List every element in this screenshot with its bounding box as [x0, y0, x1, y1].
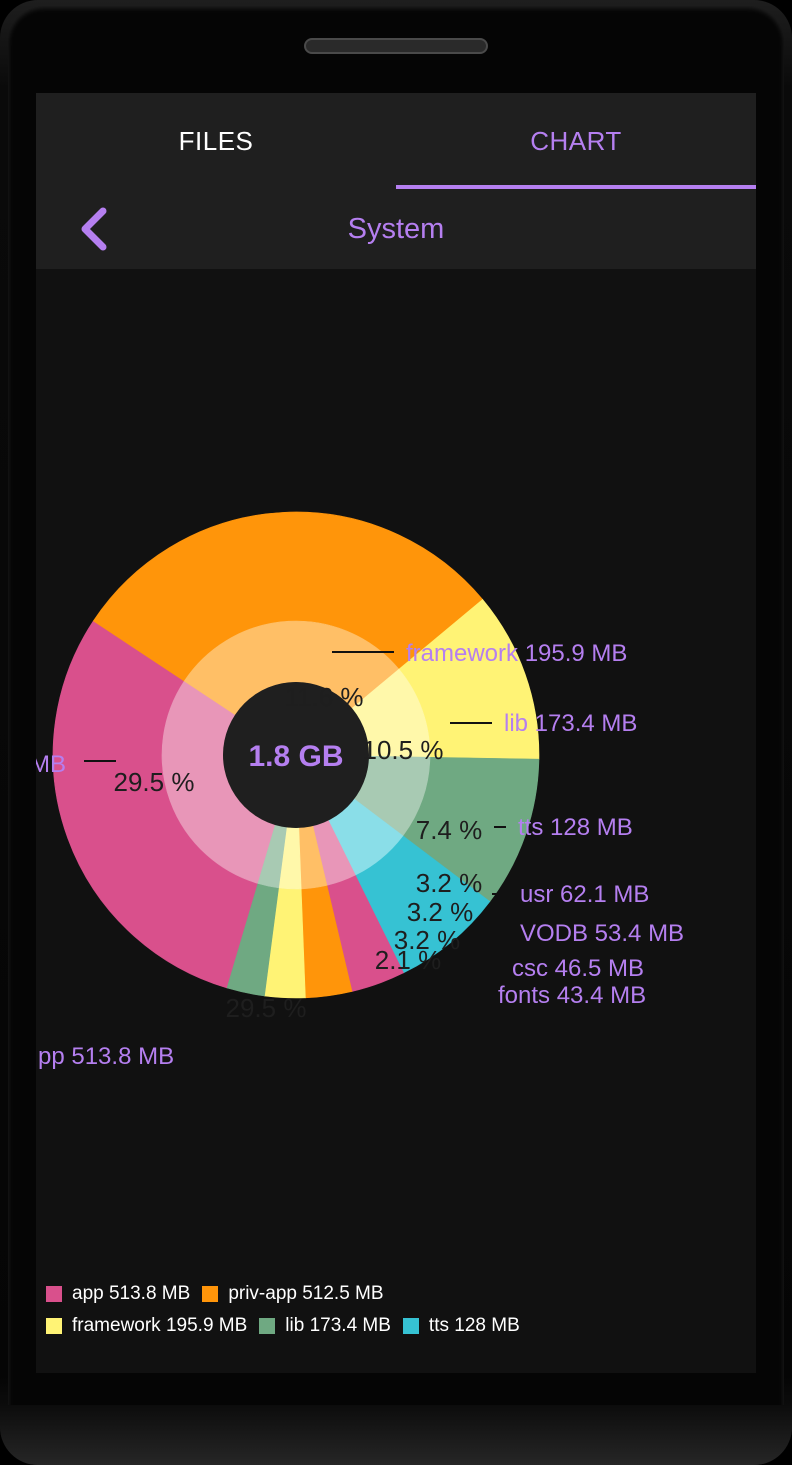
pie-percent-label: 7.4 % [416, 815, 483, 845]
pie-center-total: 1.8 GB [248, 740, 343, 773]
legend-swatch [259, 1318, 276, 1334]
legend-label: framework 195.9 MB [72, 1315, 248, 1336]
tab-files[interactable]: FILES [178, 125, 254, 156]
pie-percent-label: 3.2 % [416, 868, 483, 898]
legend-item-priv-app: priv-app 512.5 MB [202, 1283, 384, 1305]
tab-bar: FILES CHART [36, 93, 756, 189]
legend-item-app: app 513.8 MB [46, 1283, 190, 1305]
pie-center-hole [223, 682, 369, 828]
pie-percent-label: 29.5 % [114, 767, 195, 797]
pie-slice-label: lib 173.4 MB [504, 710, 637, 737]
pie-slice-label: usr 62.1 MB [520, 881, 649, 908]
app-screen: FILES CHART System 1.8 GB 29.5 % pp 513.8 … [36, 93, 756, 1373]
legend-label: tts 128 MB [428, 1315, 520, 1336]
legend-label: lib 173.4 MB [285, 1315, 391, 1336]
speaker-grille [304, 38, 488, 54]
pie-slice-label: pp 513.8 MB [38, 1043, 174, 1070]
pie-slice-label: MB [36, 751, 66, 778]
pie-slice-label: VODB 53.4 MB [520, 920, 684, 947]
legend-swatch [46, 1318, 62, 1334]
legend-row: framework 195.9 MB lib 173.4 MB tts 128 … [46, 1310, 746, 1342]
pie-slice-label: fonts 43.4 MB [498, 982, 646, 1009]
chart-legend: app 513.8 MB priv-app 512.5 MB framework… [46, 1278, 746, 1342]
legend-swatch [46, 1286, 62, 1302]
pie-percent-label: 10.5 % [363, 735, 444, 765]
pie-percent-label: 3.2 % [394, 925, 461, 955]
phone-chin [0, 1405, 792, 1465]
legend-row: app 513.8 MB priv-app 512.5 MB [46, 1278, 746, 1310]
pie-percent-label: 11.6 % [284, 682, 363, 712]
pie-slice-label: csc 46.5 MB [512, 955, 644, 982]
folder-title: System [347, 213, 445, 245]
legend-swatch [402, 1318, 419, 1334]
legend-label: app 513.8 MB [72, 1283, 191, 1304]
pie-percent-label: 2.1 % [375, 945, 442, 975]
tab-indicator [396, 185, 756, 189]
chevron-left-icon [81, 207, 107, 251]
storage-pie-chart: 1.8 GB 29.5 % pp 513.8 MB 29.5 % MB 11.6 % fra… [36, 511, 684, 1070]
pie-slice-label: framework 195.9 MB [406, 640, 627, 667]
back-button[interactable] [72, 201, 116, 257]
pie-slice-label: tts 128 MB [518, 814, 633, 841]
legend-item-framework: framework 195.9 MB [46, 1315, 247, 1337]
tab-chart[interactable]: CHART [530, 125, 622, 156]
legend-swatch [202, 1286, 219, 1302]
pie-percent-label: 3.2 % [407, 897, 474, 927]
pie-percent-label: 29.5 % [226, 993, 307, 1023]
folder-toolbar: System [36, 189, 756, 269]
legend-label: priv-app 512.5 MB [228, 1283, 384, 1304]
legend-item-tts: tts 128 MB [402, 1315, 520, 1337]
legend-item-lib: lib 173.4 MB [259, 1315, 391, 1337]
